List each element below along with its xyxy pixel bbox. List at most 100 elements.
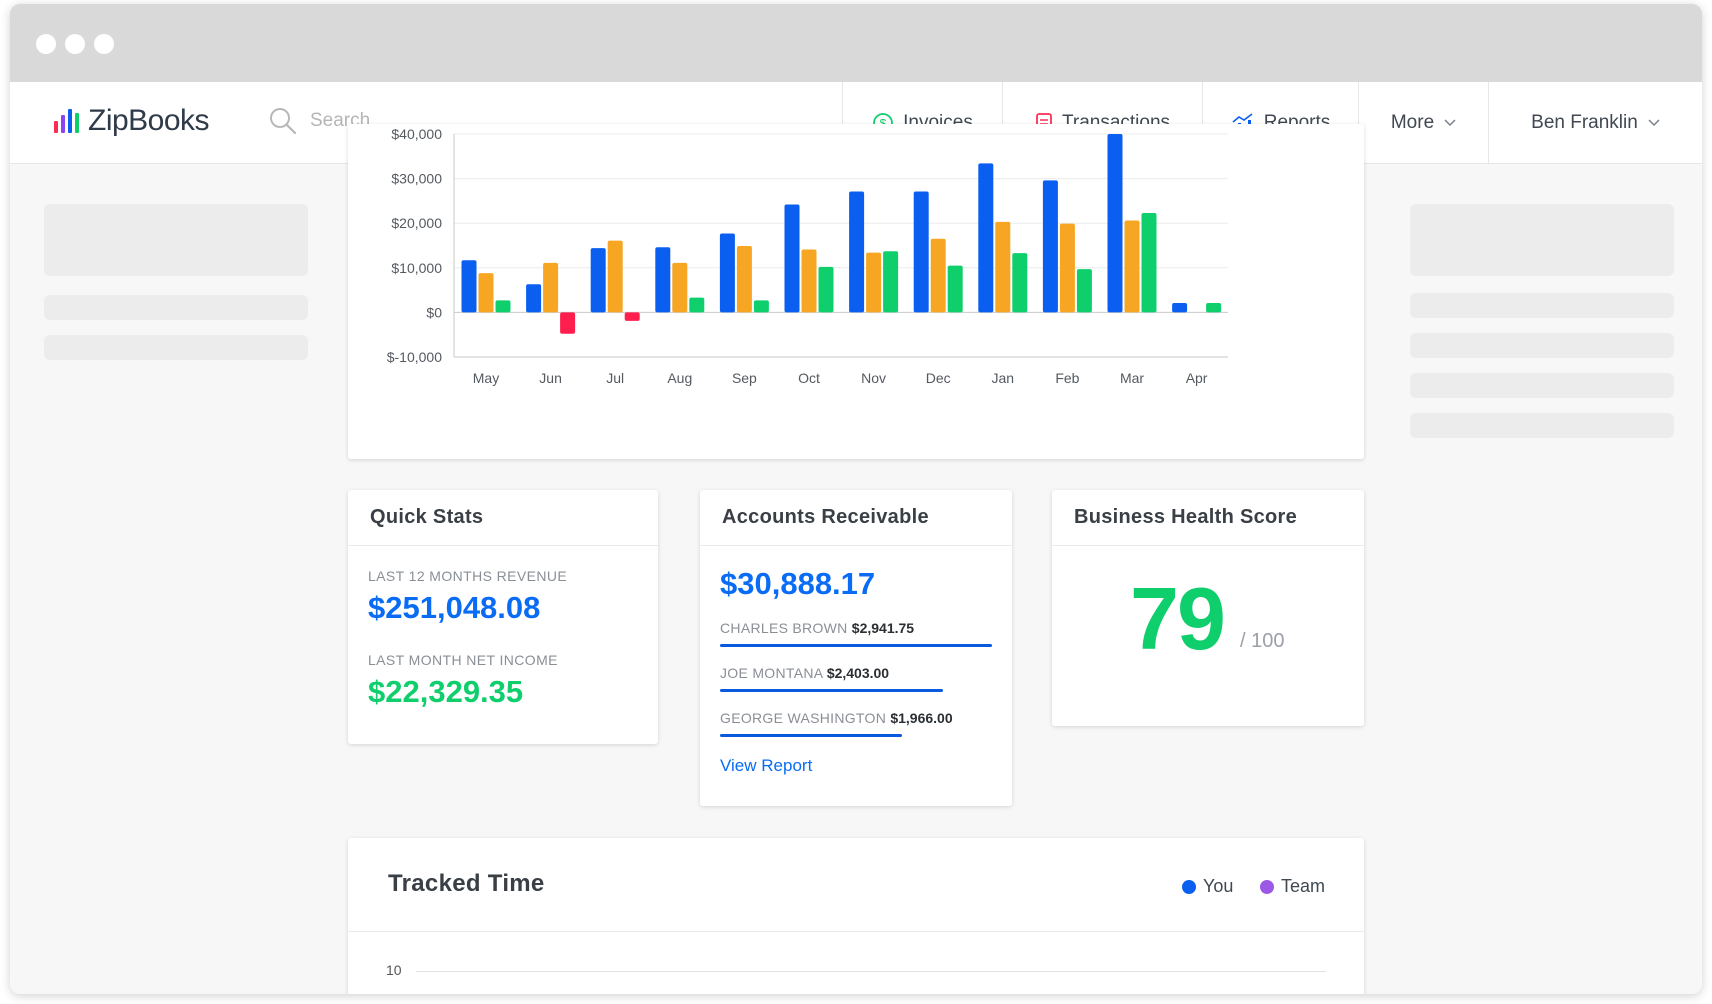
y-tick-label: $10,000 [391,260,442,276]
right-sidebar-placeholder [1380,165,1702,994]
profit-bar [1206,303,1222,313]
skeleton-line [44,295,308,320]
profit-bar [1141,212,1157,313]
x-tick-label: Apr [1186,370,1208,386]
nav-item-user[interactable]: Ben Franklin [1488,82,1702,164]
profit-bar [560,312,576,334]
revenue-bar [461,260,477,313]
browser-window: ZipBooks Search $ Invoices [10,4,1702,994]
profit-bar [495,300,511,313]
y-tick-label: $-10,000 [387,349,442,365]
card-title: Accounts Receivable [700,490,1012,546]
y-tick-label: $0 [426,304,442,320]
profit-bar [947,265,963,313]
revenue-bar [1172,303,1188,313]
receivable-bar [720,734,903,737]
profit-bar [1012,253,1028,313]
revenue-bar [1042,180,1058,313]
skeleton-line [1410,333,1674,358]
net-income-value: $22,329.35 [368,674,524,709]
expenses-bar [672,262,688,313]
chevron-down-icon [1648,119,1660,127]
app-logo[interactable]: ZipBooks [54,104,210,138]
quick-stats-card: Quick Stats LAST 12 MONTHS REVENUE $251,… [348,490,658,744]
expenses-bar [736,245,752,313]
nav-label-user: Ben Franklin [1531,112,1638,133]
expenses-bar [607,240,623,313]
expenses-bar [995,221,1011,313]
y-tick-label: $20,000 [391,215,442,231]
client-amount: $2,403.00 [826,665,890,681]
revenue-bar [784,204,800,313]
expenses-bar [1059,223,1075,313]
revenue-bar [655,247,671,313]
logo-bars-icon [54,109,79,133]
expenses-bar [930,238,946,313]
client-amount: $1,966.00 [890,710,953,726]
health-score-total: / 100 [1240,630,1285,652]
client-name: GEORGE WASHINGTON [720,710,887,726]
card-divider [348,931,1364,932]
tracked-time-title: Tracked Time [388,870,545,897]
skeleton-block [1410,204,1674,276]
legend-team[interactable]: Team [1260,876,1325,897]
view-report-link[interactable]: View Report [720,756,813,775]
nav-item-more[interactable]: More [1358,82,1488,164]
window-maximize-dot[interactable] [94,34,114,54]
receivable-total: $30,888.17 [720,566,876,601]
card-title: Quick Stats [348,490,658,546]
expenses-bar [478,273,494,313]
health-score-value: 79 [1130,569,1226,668]
chevron-down-icon [1444,119,1456,127]
receivable-row: JOE MONTANA $2,403.00 [720,665,889,681]
x-tick-label: Aug [667,370,692,386]
business-health-card: Business Health Score 79 / 100 [1052,490,1364,726]
receivable-bar [720,689,944,692]
profit-bar [689,297,705,313]
profit-bar [818,266,834,313]
tracked-time-gridline [416,971,1326,972]
x-tick-label: Jun [539,370,562,386]
revenue-bar [1107,134,1123,313]
receivable-row: GEORGE WASHINGTON $1,966.00 [720,710,953,726]
logo-text: ZipBooks [88,104,210,137]
expenses-bar [866,252,882,313]
client-amount: $2,941.75 [851,620,915,636]
title-bar [10,4,1702,82]
profit-bar [624,312,640,321]
revenue-bar [526,284,542,313]
y-tick-label: $30,000 [391,171,442,187]
x-tick-label: Sep [732,370,757,386]
card-title: Business Health Score [1052,490,1364,546]
legend-you[interactable]: You [1182,876,1233,897]
x-tick-label: Jan [992,370,1015,386]
expenses-bar [801,249,817,313]
x-tick-label: Feb [1055,370,1079,386]
x-tick-label: Nov [861,370,886,386]
x-tick-label: Mar [1120,370,1144,386]
profit-bar [883,251,899,313]
legend-dot-you [1182,879,1196,894]
legend-label-you: You [1203,876,1234,896]
net-income-label: LAST MONTH NET INCOME [368,652,558,668]
left-sidebar-placeholder [10,165,358,994]
profit-loss-chart-card: $-10,000 $0 $10,000 $20,000 $30,000 $40,000 Ma… [348,124,1364,459]
nav-label-more: More [1390,112,1435,133]
receivable-row: CHARLES BROWN $2,941.75 [720,620,914,636]
profit-bar [1076,269,1092,313]
window-minimize-dot[interactable] [65,34,85,54]
expenses-bar [543,262,559,313]
profit-bar [753,300,769,313]
x-tick-label: Oct [798,370,820,386]
x-tick-label: Jul [606,370,624,386]
legend-label-team: Team [1281,876,1326,896]
client-name: CHARLES BROWN [720,620,848,636]
revenue-bar [849,191,865,313]
window-close-dot[interactable] [36,34,56,54]
x-tick-label: Dec [926,370,951,386]
tracked-time-card: Tracked Time You Team 10 [348,838,1364,994]
accounts-receivable-card: Accounts Receivable $30,888.17 CHARLES B… [700,490,1012,806]
skeleton-line [44,335,308,360]
revenue-bar [913,191,929,313]
skeleton-line [1410,373,1674,398]
